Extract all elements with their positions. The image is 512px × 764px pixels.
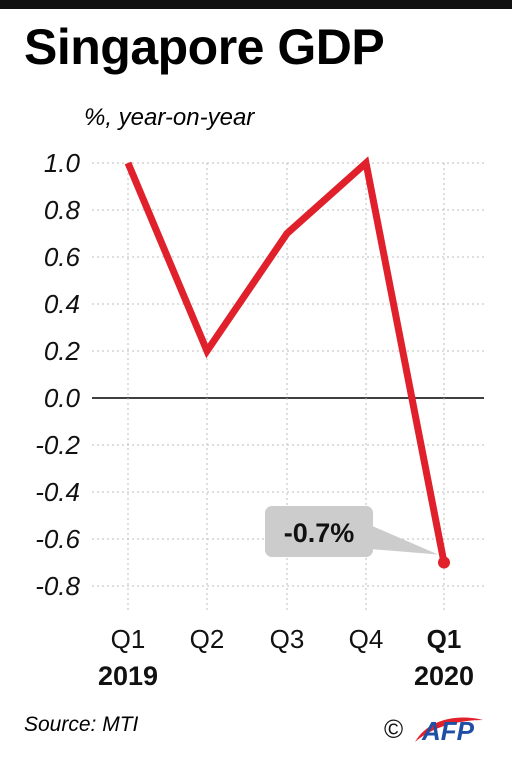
series-line — [124, 156, 448, 564]
x-tick-label: Q1 — [427, 624, 462, 654]
y-tick-label: -0.6 — [35, 524, 80, 554]
callout-pointer — [370, 525, 438, 555]
x-tick-label: Q3 — [270, 624, 305, 654]
y-tick-label: 0.6 — [44, 242, 81, 272]
x-year-label: 2020 — [414, 661, 474, 691]
value-callout: -0.7% — [265, 506, 438, 557]
afp-logo-icon: AFP — [415, 716, 484, 746]
y-tick-label: 0.2 — [44, 336, 81, 366]
y-axis-unit-label: %, year-on-year — [84, 104, 255, 131]
svg-text:AFP: AFP — [421, 716, 475, 746]
line-chart: 1.0 0.8 0.6 0.4 0.2 0.0 -0.2 -0.4 -0.6 -0.8 Q1 201… — [35, 148, 484, 691]
x-tick-label: Q4 — [349, 624, 384, 654]
source-note: Source: MTI — [24, 713, 139, 736]
x-axis-ticks: Q1 2019 Q2 Q3 Q4 Q1 2020 — [98, 624, 474, 691]
series-group — [124, 156, 450, 569]
top-bar — [0, 0, 512, 9]
y-tick-label: -0.2 — [35, 430, 80, 460]
y-tick-label: 0.4 — [44, 289, 80, 319]
credit: © AFP — [384, 712, 487, 746]
callout-label: -0.7% — [284, 518, 355, 548]
y-tick-label: 0.8 — [44, 195, 81, 225]
x-year-label: 2019 — [98, 661, 158, 691]
y-axis-ticks: 1.0 0.8 0.6 0.4 0.2 0.0 -0.2 -0.4 -0.6 -0.8 — [35, 148, 80, 601]
x-tick-label: Q1 — [111, 624, 146, 654]
y-tick-label: -0.8 — [35, 571, 80, 601]
chart-title: Singapore GDP — [24, 19, 385, 75]
copyright-symbol: © — [384, 713, 404, 744]
y-tick-label: 0.0 — [44, 383, 81, 413]
x-tick-label: Q2 — [190, 624, 225, 654]
data-point — [438, 556, 450, 569]
callout-box — [265, 506, 373, 557]
y-tick-label: -0.4 — [35, 477, 80, 507]
y-tick-label: 1.0 — [44, 148, 81, 178]
